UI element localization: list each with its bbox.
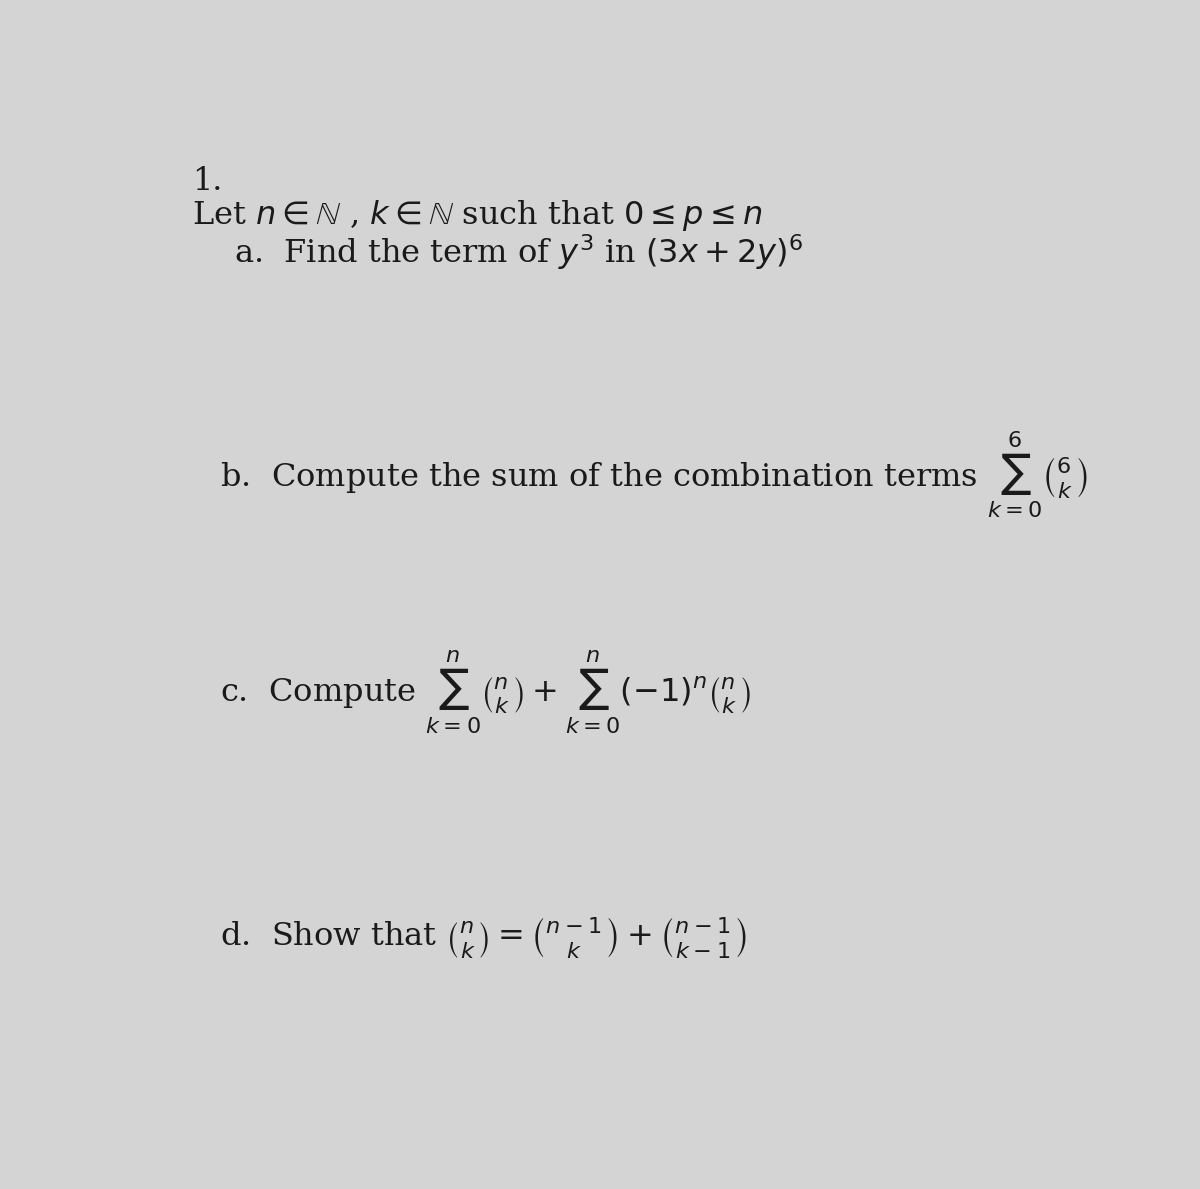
- Text: b.  Compute the sum of the combination terms $\sum_{k=0}^{6}\binom{6}{k}$: b. Compute the sum of the combination te…: [220, 429, 1087, 520]
- Text: d.  Show that $\binom{n}{k} = \binom{n-1}{k} + \binom{n-1}{k-1}$: d. Show that $\binom{n}{k} = \binom{n-1}…: [220, 914, 746, 960]
- Text: c.  Compute $\sum_{k=0}^{n}\binom{n}{k} + \sum_{k=0}^{n}(-1)^{n}\binom{n}{k}$: c. Compute $\sum_{k=0}^{n}\binom{n}{k} +…: [220, 648, 750, 736]
- Text: Let $n \in \mathbb{N}$ , $k \in \mathbb{N}$ such that $0 \leq p \leq n$: Let $n \in \mathbb{N}$ , $k \in \mathbb{…: [192, 199, 762, 233]
- Text: a.  Find the term of $y^3$ in $(3x + 2y)^6$: a. Find the term of $y^3$ in $(3x + 2y)^…: [234, 233, 803, 272]
- Text: 1.: 1.: [192, 165, 222, 196]
